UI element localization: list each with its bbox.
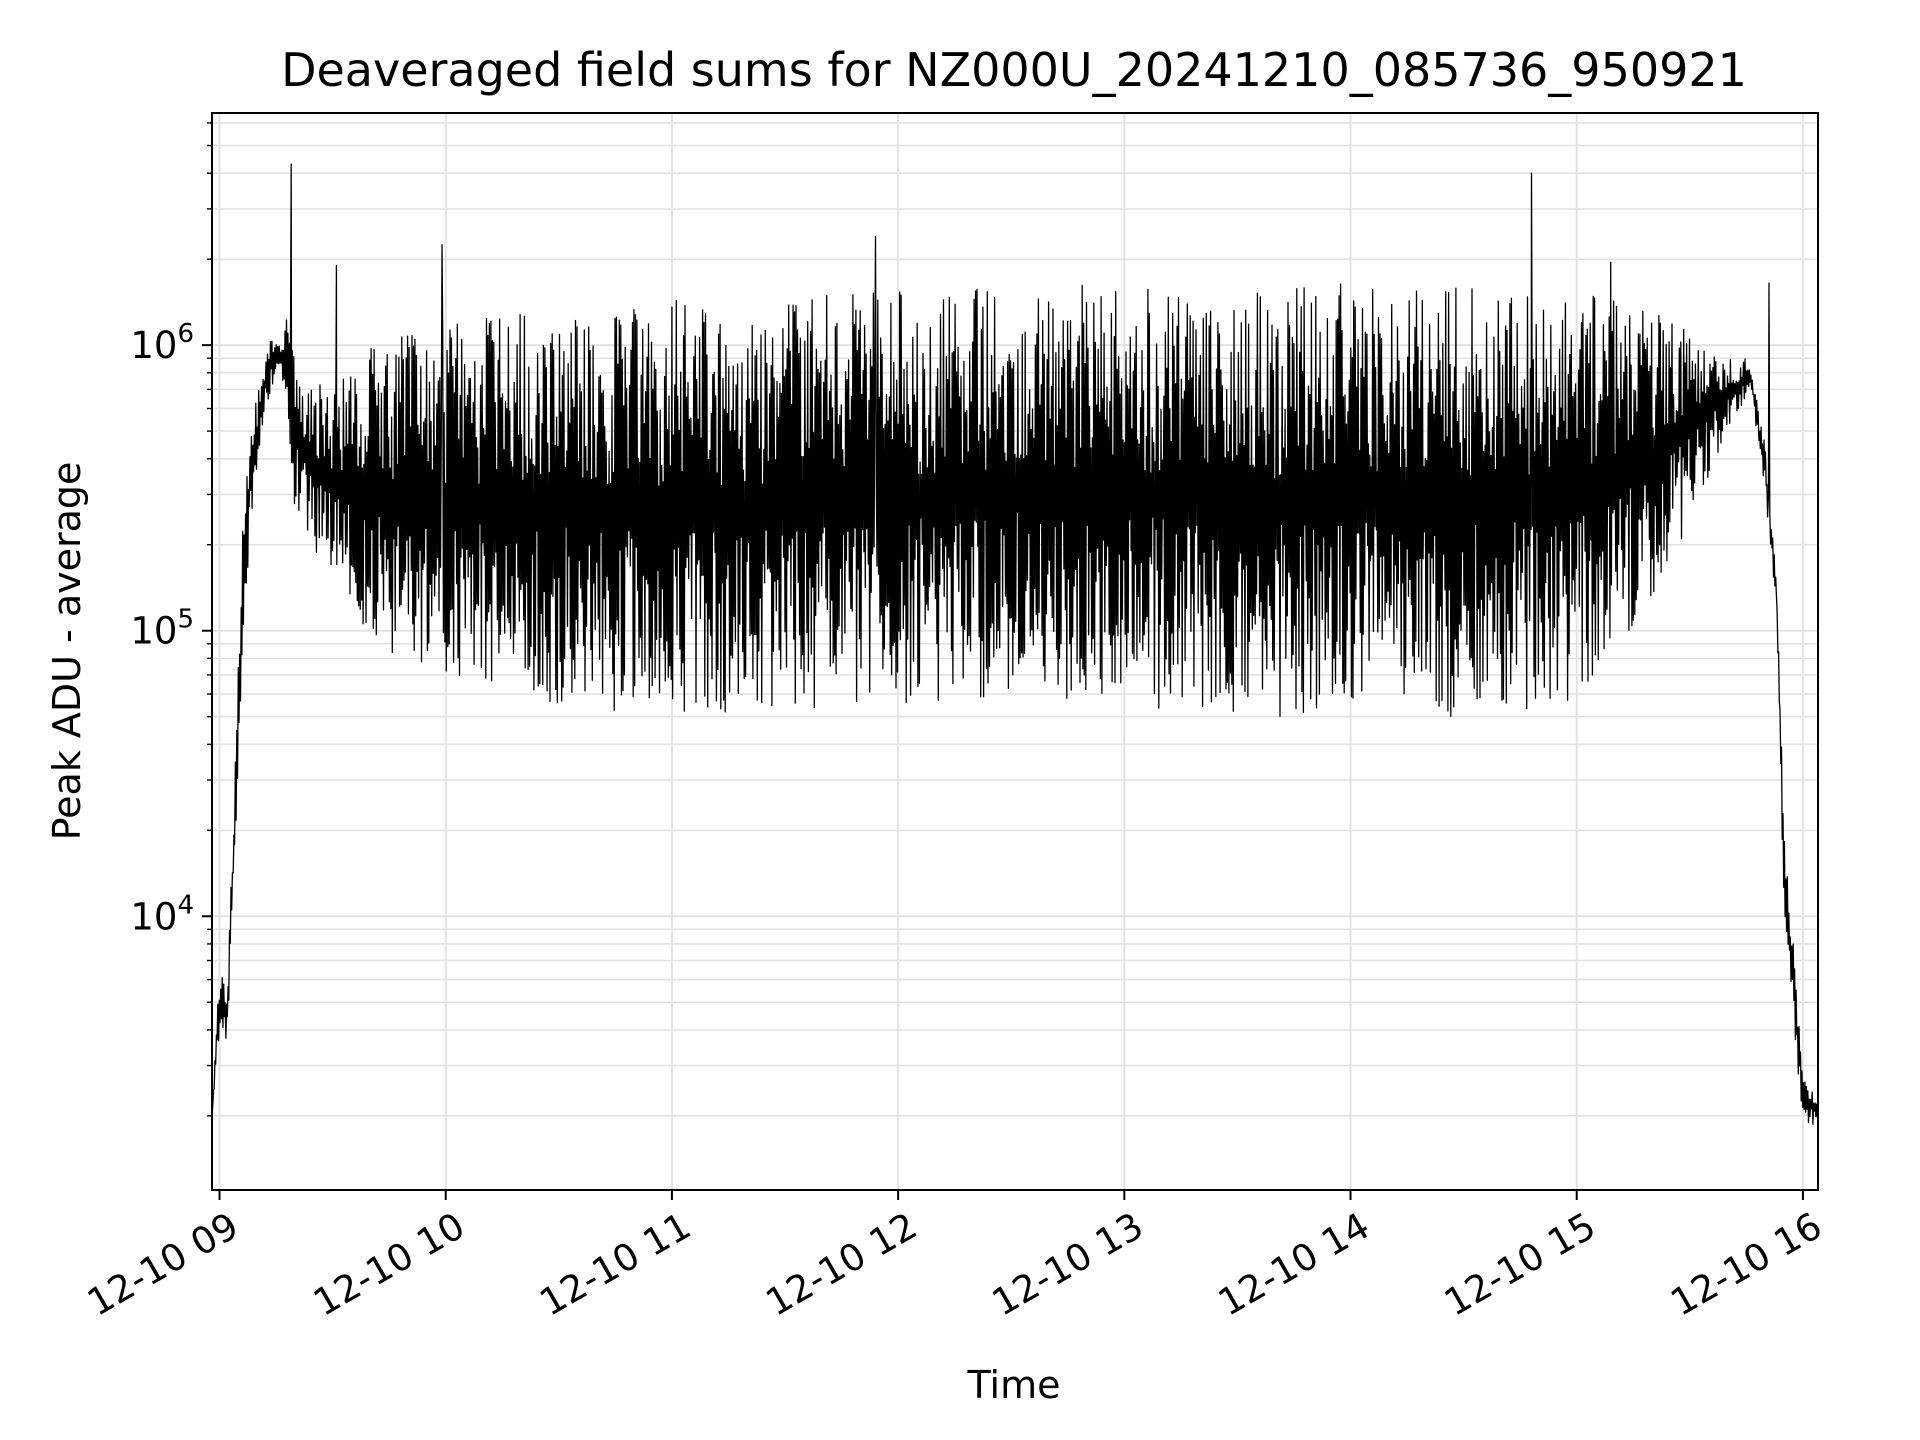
data-layer — [211, 163, 1819, 1125]
chart-title: Deaveraged field sums for NZ000U_2024121… — [281, 43, 1747, 97]
y-tick-label: 104 — [130, 890, 194, 938]
series-line — [211, 163, 1819, 1125]
y-tick-label: 105 — [130, 605, 194, 653]
y-tick-label: 106 — [130, 319, 194, 367]
plot-frame — [211, 112, 1819, 1191]
x-axis-label: Time — [967, 1363, 1061, 1407]
y-axis-label: Peak ADU - average — [45, 462, 89, 841]
